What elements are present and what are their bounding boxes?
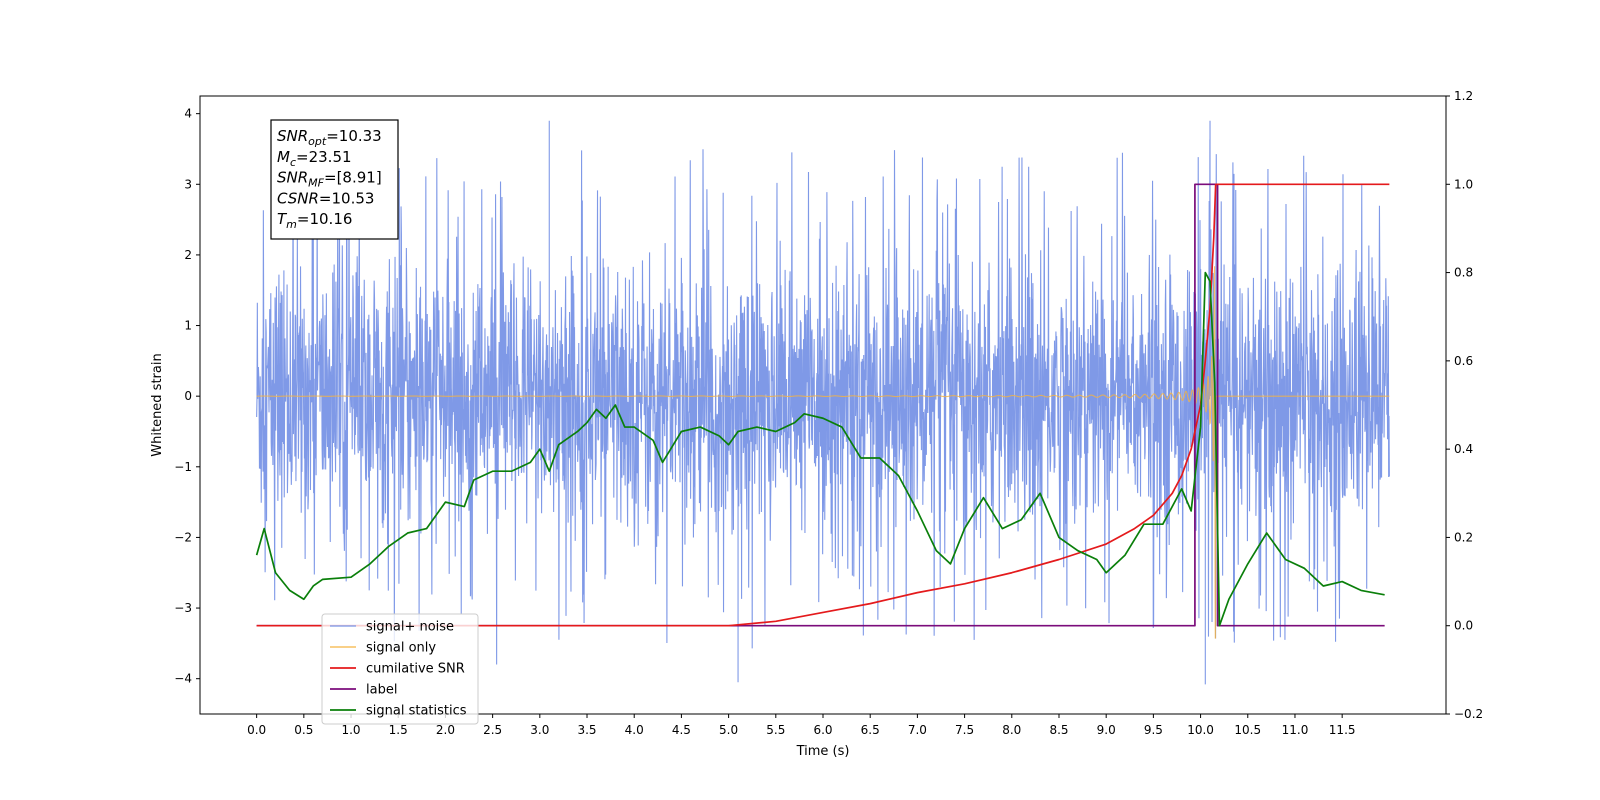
y2-tick-label: 0.8 xyxy=(1454,266,1473,280)
y-tick-label: 2 xyxy=(184,248,192,262)
line-series-group xyxy=(255,183,1390,627)
x-tick-label: 1.0 xyxy=(341,723,360,737)
y2-tick-label: 0.4 xyxy=(1454,442,1473,456)
x-tick-label: 4.5 xyxy=(672,723,691,737)
legend: signal+ noise signal only cumilative SNR la… xyxy=(321,613,479,725)
x-tick-label: 5.0 xyxy=(719,723,738,737)
x-tick-label: 8.5 xyxy=(1049,723,1068,737)
y-tick-label: 1 xyxy=(184,319,192,333)
legend-label-label: label xyxy=(366,683,397,698)
y-tick-label: −2 xyxy=(174,530,192,544)
x-tick-label: 9.5 xyxy=(1144,723,1163,737)
x-tick-label: 0.5 xyxy=(294,723,313,737)
y2-tick-label: −0.2 xyxy=(1454,707,1483,721)
x-tick-label: 5.5 xyxy=(766,723,785,737)
x-tick-label: 6.0 xyxy=(813,723,832,737)
annotation-line: SNRMF=[8.91] xyxy=(277,169,382,190)
x-tick-label: 11.5 xyxy=(1329,723,1356,737)
y-tick-label: −1 xyxy=(174,460,192,474)
x-tick-label: 3.5 xyxy=(577,723,596,737)
y-tick-label: −4 xyxy=(174,672,192,686)
legend-label-signal-noise: signal+ noise xyxy=(366,620,454,635)
plot-area xyxy=(255,120,1390,685)
x-axis-label: Time (s) xyxy=(796,744,850,759)
signal-noise-series xyxy=(256,120,1390,685)
x-tick-label: 6.5 xyxy=(861,723,880,737)
legend-label-signal-statistics: signal statistics xyxy=(366,704,467,719)
y2-tick-label: 0.6 xyxy=(1454,354,1473,368)
y2-tick-label: 1.2 xyxy=(1454,89,1473,103)
y2-tick-label: 0.2 xyxy=(1454,530,1473,544)
annotation-line: SNRopt=10.33 xyxy=(277,127,382,148)
x-tick-label: 2.0 xyxy=(436,723,455,737)
x-tick-label: 2.5 xyxy=(483,723,502,737)
y-axis-label: Whitened strain xyxy=(150,353,165,456)
x-tick-label: 1.5 xyxy=(389,723,408,737)
x-tick-label: 9.0 xyxy=(1097,723,1116,737)
y-tick-label: 3 xyxy=(184,177,192,191)
legend-label-cumulative-snr: cumilative SNR xyxy=(366,662,465,677)
annotation-frame xyxy=(270,119,399,240)
signal-noise-line xyxy=(256,120,1390,685)
x-tick-label: 0.0 xyxy=(247,723,266,737)
x-tick-label: 11.0 xyxy=(1282,723,1309,737)
y2-tick-label: 0.0 xyxy=(1454,619,1473,633)
x-tick-label: 4.0 xyxy=(625,723,644,737)
x-axis: 0.0 0.5 1.0 1.5 2.0 2.5 3.0 3.5 4.0 4.5 5.0 5.5 6.0 6… xyxy=(247,714,1356,737)
y-axis-right: −0.2 0.0 0.2 0.4 0.6 0.8 1.0 1.2 xyxy=(1446,89,1483,721)
label-line xyxy=(256,183,1385,627)
annotation-line: Mc=23.51 xyxy=(277,148,352,169)
cumulative-snr-line xyxy=(256,183,1390,627)
y-axis-left: −4 −3 −2 −1 0 1 2 3 4 xyxy=(174,107,200,686)
x-tick-label: 7.0 xyxy=(908,723,927,737)
x-tick-label: 8.0 xyxy=(1002,723,1021,737)
x-tick-label: 10.5 xyxy=(1234,723,1261,737)
y-tick-label: 0 xyxy=(184,389,192,403)
annotation-box: SNRopt=10.33Mc=23.51SNRMF=[8.91]CSNR=10.… xyxy=(270,119,399,240)
signal-statistics-line xyxy=(255,271,1385,627)
y2-tick-label: 1.0 xyxy=(1454,177,1473,191)
x-tick-label: 10.0 xyxy=(1187,723,1214,737)
y-tick-label: 4 xyxy=(184,107,192,121)
legend-frame xyxy=(321,613,479,725)
legend-label-signal-only: signal only xyxy=(366,641,436,656)
annotation-line: Tm=10.16 xyxy=(277,210,352,231)
x-tick-label: 3.0 xyxy=(530,723,549,737)
x-tick-label: 7.5 xyxy=(955,723,974,737)
annotation-line: CSNR=10.53 xyxy=(277,189,374,207)
y-tick-label: −3 xyxy=(174,601,192,615)
